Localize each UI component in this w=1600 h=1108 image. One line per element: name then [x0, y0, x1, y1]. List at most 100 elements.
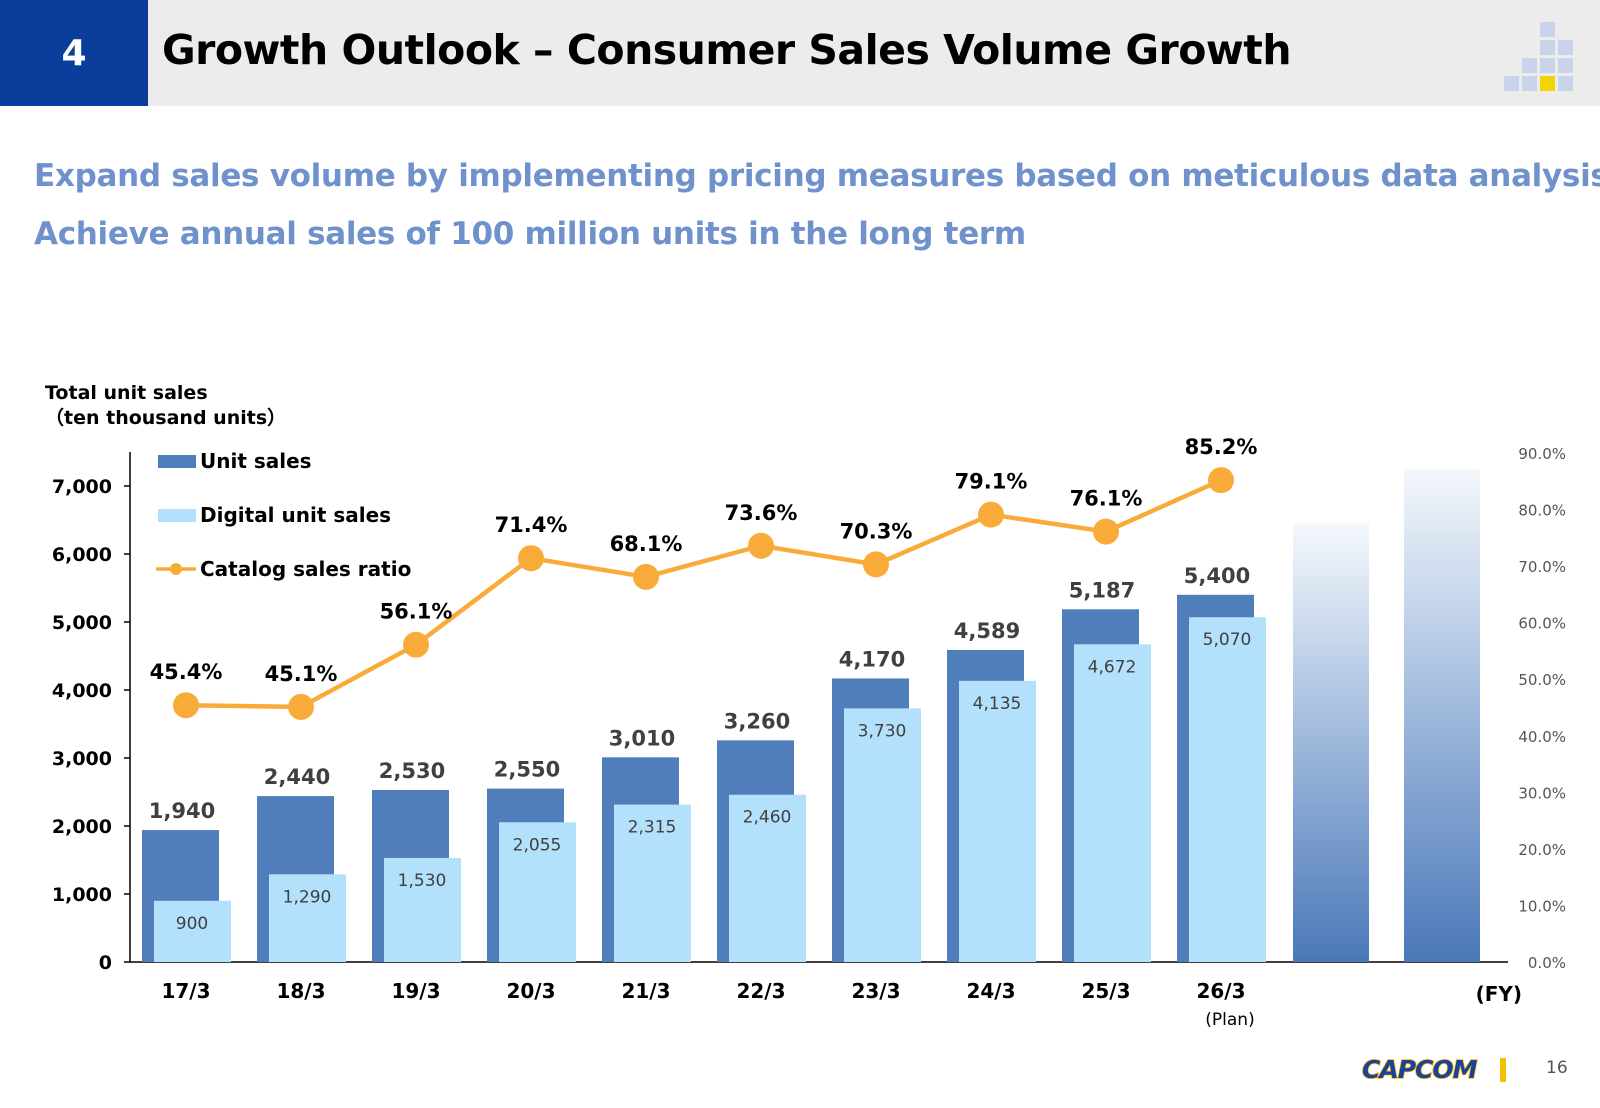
y2-tick-label: 0.0% — [1528, 954, 1566, 972]
y-tick-label: 5,000 — [52, 612, 112, 634]
future-bar — [1404, 469, 1480, 962]
digital-sales-label: 4,672 — [1088, 657, 1137, 677]
catalog-ratio-label: 68.1% — [610, 532, 683, 556]
decorative-squares-icon — [1502, 22, 1574, 92]
unit-sales-label: 5,400 — [1184, 564, 1250, 588]
catalog-ratio-label: 45.4% — [150, 660, 223, 684]
unit-sales-label: 2,550 — [494, 758, 560, 782]
digital-sales-bar — [729, 794, 806, 962]
y-tick-label: 6,000 — [52, 544, 112, 566]
y-tick-label: 7,000 — [52, 476, 112, 498]
y2-tick-label: 30.0% — [1518, 784, 1566, 802]
x-tick-label: 17/3 — [161, 979, 210, 1003]
catalog-ratio-label: 76.1% — [1070, 487, 1143, 511]
catalog-ratio-point — [1093, 518, 1119, 545]
unit-sales-label: 2,530 — [379, 759, 445, 783]
page-title: Growth Outlook – Consumer Sales Volume G… — [162, 26, 1292, 74]
unit-sales-label: 3,010 — [609, 726, 675, 750]
digital-sales-bar — [959, 680, 1036, 962]
y-tick-label: 0 — [99, 952, 112, 974]
digital-sales-label: 4,135 — [973, 694, 1022, 714]
digital-sales-bar — [269, 874, 346, 962]
digital-sales-label: 900 — [176, 914, 208, 934]
y2-tick-label: 50.0% — [1518, 671, 1566, 689]
future-bar — [1293, 523, 1369, 962]
catalog-ratio-label: 71.4% — [495, 513, 568, 537]
digital-sales-bar — [1189, 617, 1266, 962]
catalog-ratio-label: 56.1% — [380, 600, 453, 624]
catalog-ratio-point — [173, 692, 199, 719]
unit-sales-label: 5,187 — [1069, 578, 1135, 602]
y-axis-title: Total unit sales — [45, 382, 208, 404]
legend-swatch-digital — [158, 509, 196, 522]
y-axis-title: （ten thousand units） — [45, 406, 286, 429]
catalog-ratio-point — [748, 532, 774, 559]
catalog-ratio-point — [518, 545, 544, 572]
digital-sales-label: 1,290 — [283, 887, 332, 907]
x-tick-label: 18/3 — [276, 979, 325, 1003]
y-tick-label: 2,000 — [52, 816, 112, 838]
subtitle-line-1: Expand sales volume by implementing pric… — [34, 158, 1600, 194]
y-tick-label: 1,000 — [52, 884, 112, 906]
y-tick-label: 3,000 — [52, 748, 112, 770]
x-tick-label: 19/3 — [391, 979, 440, 1003]
catalog-ratio-point — [403, 631, 429, 658]
page-number: 16 — [1546, 1058, 1568, 1078]
digital-sales-bar — [499, 822, 576, 962]
x-axis-suffix: (FY) — [1476, 982, 1522, 1006]
digital-sales-label: 2,315 — [628, 818, 677, 838]
section-number: 4 — [0, 0, 148, 106]
y2-tick-label: 20.0% — [1518, 841, 1566, 859]
unit-sales-label: 4,589 — [954, 619, 1020, 643]
catalog-ratio-point — [978, 501, 1004, 528]
x-tick-note: (Plan) — [1205, 1010, 1254, 1030]
y2-tick-label: 90.0% — [1518, 445, 1566, 463]
x-tick-label: 22/3 — [736, 979, 785, 1003]
digital-sales-bar — [844, 708, 921, 962]
unit-sales-label: 4,170 — [839, 647, 905, 671]
unit-sales-label: 2,440 — [264, 765, 330, 789]
digital-sales-bar — [1074, 644, 1151, 962]
unit-sales-label: 3,260 — [724, 709, 790, 733]
x-tick-label: 26/3 — [1196, 979, 1245, 1003]
unit-sales-label: 1,940 — [149, 799, 215, 823]
catalog-ratio-label: 79.1% — [955, 470, 1028, 494]
catalog-ratio-line — [185, 478, 1222, 710]
legend-label-unit-sales: Unit sales — [200, 449, 312, 473]
legend-swatch-ratio-point — [170, 563, 182, 575]
legend-swatch-unit-sales — [158, 455, 196, 468]
subtitle-line-2: Achieve annual sales of 100 million unit… — [34, 216, 1026, 252]
x-tick-label: 25/3 — [1081, 979, 1130, 1003]
digital-sales-bar — [614, 804, 691, 962]
legend-label-digital: Digital unit sales — [200, 503, 391, 527]
x-tick-label: 24/3 — [966, 979, 1015, 1003]
capcom-logo: CAPCOM — [1361, 1054, 1478, 1085]
digital-sales-label: 2,460 — [743, 808, 792, 828]
catalog-ratio-point — [288, 693, 314, 720]
digital-sales-bar — [154, 900, 231, 962]
digital-sales-label: 1,530 — [398, 871, 447, 891]
x-tick-label: 21/3 — [621, 979, 670, 1003]
catalog-ratio-label: 73.6% — [725, 501, 798, 525]
header-bar: 4 Growth Outlook – Consumer Sales Volume… — [0, 0, 1600, 106]
digital-sales-label: 3,730 — [858, 721, 907, 741]
y2-tick-label: 70.0% — [1518, 558, 1566, 576]
digital-sales-label: 2,055 — [513, 835, 562, 855]
digital-sales-label: 5,070 — [1203, 630, 1252, 650]
digital-sales-bar — [384, 857, 461, 962]
logo-accent-bar — [1500, 1058, 1506, 1082]
y2-tick-label: 80.0% — [1518, 502, 1566, 520]
catalog-ratio-label: 85.2% — [1185, 435, 1258, 459]
catalog-ratio-label: 70.3% — [840, 519, 913, 543]
x-tick-label: 20/3 — [506, 979, 555, 1003]
x-tick-label: 23/3 — [851, 979, 900, 1003]
catalog-ratio-point — [1208, 467, 1234, 494]
catalog-ratio-label: 45.1% — [265, 662, 338, 686]
y2-tick-label: 10.0% — [1518, 897, 1566, 915]
catalog-ratio-point — [863, 551, 889, 578]
y-tick-label: 4,000 — [52, 680, 112, 702]
y2-tick-label: 40.0% — [1518, 728, 1566, 746]
y2-tick-label: 60.0% — [1518, 615, 1566, 633]
catalog-ratio-point — [633, 563, 659, 590]
